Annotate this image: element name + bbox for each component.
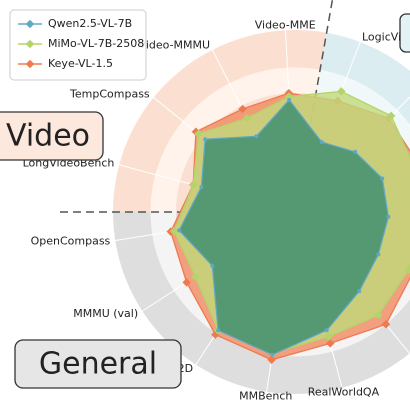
legend-label: Keye-VL-1.5 xyxy=(48,57,113,70)
category-label: Video-MME xyxy=(255,18,316,31)
marker xyxy=(381,320,391,329)
marker xyxy=(353,149,358,154)
marker xyxy=(284,92,294,101)
legend-box xyxy=(9,9,147,81)
marker xyxy=(324,332,333,342)
marker xyxy=(267,355,276,365)
marker xyxy=(216,328,221,333)
marker xyxy=(254,134,259,139)
marker xyxy=(188,180,198,189)
marker xyxy=(287,97,292,102)
marker xyxy=(376,252,381,257)
marker xyxy=(337,87,346,96)
legend: Qwen2.5-VL-7B MiMo-VL-7B-2508 Keye-VL-1.5 xyxy=(9,9,147,81)
legend-label: Qwen2.5-VL-7B xyxy=(48,17,132,30)
marker xyxy=(270,352,275,357)
marker xyxy=(190,272,200,282)
annotation: Video xyxy=(6,119,90,154)
marker xyxy=(386,214,391,219)
plot xyxy=(166,87,410,365)
marker xyxy=(199,184,204,189)
category-label: MMBench xyxy=(239,390,292,403)
marker xyxy=(380,176,385,181)
marker xyxy=(210,263,215,268)
category-box xyxy=(0,111,104,161)
category-label: Video-MMMU xyxy=(139,38,211,51)
marker xyxy=(357,289,362,294)
marker xyxy=(404,265,410,275)
radar-area xyxy=(178,98,390,356)
marker xyxy=(324,328,329,333)
category-box xyxy=(14,339,182,389)
marker xyxy=(374,310,383,320)
category-label: OpenCompass xyxy=(31,234,111,247)
category-box xyxy=(399,13,410,53)
legend-marker xyxy=(25,39,35,49)
marker xyxy=(319,140,324,145)
marker xyxy=(203,137,208,142)
legend-marker xyxy=(25,19,35,29)
marker xyxy=(194,129,203,139)
category-label: RealWorldQA xyxy=(308,386,380,399)
marker xyxy=(177,228,182,233)
marker xyxy=(242,113,252,123)
marker xyxy=(238,104,247,114)
marker xyxy=(182,278,191,287)
annotation: General xyxy=(39,347,157,382)
category-label: LogicVista xyxy=(362,30,410,43)
legend-marker xyxy=(25,59,35,69)
legend-label: MiMo-VL-7B-2508 xyxy=(48,37,144,50)
marker xyxy=(386,111,396,121)
marker xyxy=(169,226,179,236)
category-label: MMMU (val) xyxy=(73,307,138,320)
category-label: TempCompass xyxy=(69,87,150,100)
marker xyxy=(325,339,335,348)
